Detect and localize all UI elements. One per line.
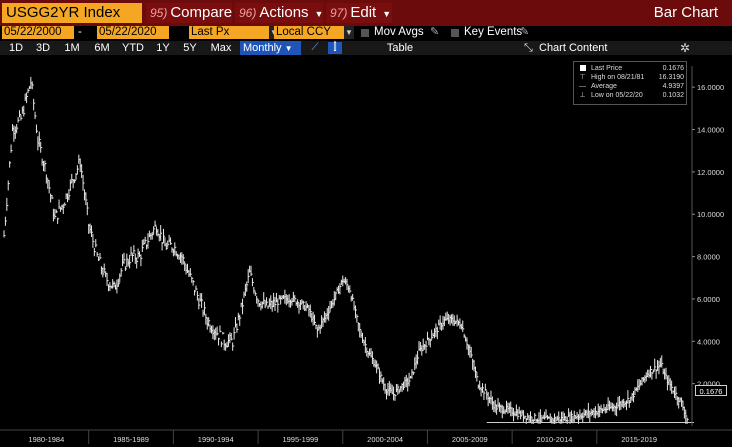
last-price-tag: 0.1676 [695, 385, 727, 396]
mov-avgs-checkbox[interactable] [361, 29, 369, 37]
legend-avg-value: 4.9397 [662, 83, 684, 90]
legend-high-label: High on 08/21/81 [591, 74, 645, 81]
x-tick-label: 2000-2004 [367, 435, 403, 444]
x-tick-label: 1985-1989 [113, 435, 149, 444]
legend-average: — Average 4.9397 [578, 82, 684, 91]
x-tick-label: 1990-1994 [198, 435, 234, 444]
legend-high-value: 16.3190 [658, 74, 684, 81]
gear-icon[interactable]: ✲ [680, 41, 691, 55]
range-3d-button[interactable]: 3D [35, 42, 51, 54]
actions-menu[interactable]: 96) Actions ▼ [235, 3, 323, 23]
range-1m-button[interactable]: 1M [64, 42, 80, 54]
range-5y-button[interactable]: 5Y [183, 42, 197, 54]
y-tick-label: 2.0000 [697, 380, 720, 389]
legend-last-price: Last Price 0.1676 [578, 64, 684, 73]
currency-dropdown-icon[interactable]: ▼ [344, 26, 354, 39]
edit-label: Edit [350, 4, 377, 21]
range-6m-button[interactable]: 6M [94, 42, 110, 54]
mov-avgs-label: Mov Avgs [374, 26, 424, 38]
legend-last-value: 0.1676 [662, 65, 684, 72]
command-bar: USGG2YR Index 95) Compare 96) Actions ▼ 97)… [0, 0, 732, 26]
legend-avg-label: Average [591, 83, 617, 90]
range-1d-button[interactable]: 1D [8, 42, 24, 54]
legend-low: ⊥ Low on 05/22/20 0.1032 [578, 91, 684, 100]
x-tick-label: 2015-2019 [621, 435, 657, 444]
y-tick-label: 8.0000 [697, 253, 720, 262]
frequency-caret-icon: ▼ [284, 44, 293, 53]
chart-type-title: Bar Chart [653, 4, 718, 21]
x-tick-label: 2010-2014 [537, 435, 573, 444]
table-button[interactable]: Table [386, 42, 414, 54]
high-marker-icon: ⊤ [579, 74, 586, 81]
x-tick-label: 1995-1999 [282, 435, 318, 444]
date-separator: - [78, 26, 82, 38]
key-events-checkbox[interactable] [451, 29, 459, 37]
chart-legend: Last Price 0.1676 ⊤ High on 08/21/81 16.… [573, 61, 687, 105]
edit-menu[interactable]: 97) Edit ▼ [326, 3, 392, 23]
legend-last-label: Last Price [591, 65, 623, 72]
start-date-input[interactable]: 05/22/2000 [2, 26, 74, 39]
settings-bar: 05/22/2000 - 05/22/2020 Last Px ▼ Local … [0, 26, 732, 40]
low-marker-icon: ⊥ [579, 92, 586, 99]
y-tick-label: 12.0000 [697, 168, 724, 177]
y-tick-label: 4.0000 [697, 337, 720, 346]
range-ytd-button[interactable]: YTD [122, 42, 144, 54]
y-tick-label: 10.0000 [697, 210, 724, 219]
y-tick-label: 6.0000 [697, 295, 720, 304]
pencil-icon[interactable]: ✎ [430, 26, 440, 38]
range-bar: 1D 3D 1M 6M YTD 1Y 5Y Max Monthly ▼ ⟋ ⫿ … [0, 41, 732, 55]
end-date-input[interactable]: 05/22/2020 [97, 26, 169, 39]
chart-content-icon[interactable]: ⤡ [524, 42, 533, 54]
key-events-label: Key Events [464, 26, 523, 38]
x-tick-label: 2005-2009 [452, 435, 488, 444]
actions-number: 96) [239, 6, 257, 20]
frequency-label: Monthly [243, 42, 282, 54]
price-field-select[interactable]: Last Px [189, 26, 269, 39]
compare-number: 95) [150, 6, 168, 20]
actions-caret-icon: ▼ [314, 9, 324, 19]
line-chart-icon[interactable]: ⟋ [311, 42, 319, 53]
average-line-icon: — [579, 83, 586, 90]
legend-high: ⊤ High on 08/21/81 16.3190 [578, 73, 684, 82]
y-tick-label: 16.0000 [697, 83, 724, 92]
actions-label: Actions [259, 4, 309, 21]
x-tick-label: 1980-1984 [28, 435, 64, 444]
pencil-icon[interactable]: ✎ [520, 26, 530, 38]
chart-content-button[interactable]: Chart Content [539, 42, 608, 54]
compare-menu[interactable]: 95) Compare [146, 3, 232, 23]
range-max-button[interactable]: Max [210, 42, 232, 54]
y-tick-label: 14.0000 [697, 126, 724, 135]
edit-caret-icon: ▼ [382, 9, 392, 19]
frequency-select[interactable]: Monthly ▼ [240, 41, 301, 55]
ticker-field[interactable]: USGG2YR Index [2, 3, 142, 23]
bar-chart-icon[interactable]: ⫿ [328, 42, 342, 54]
legend-low-value: 0.1032 [662, 92, 684, 99]
currency-select[interactable]: Local CCY [274, 26, 344, 39]
compare-label: Compare [170, 4, 233, 21]
range-1y-button[interactable]: 1Y [156, 42, 170, 54]
edit-number: 97) [330, 6, 348, 20]
last-price-swatch-icon [578, 64, 587, 74]
legend-low-label: Low on 05/22/20 [591, 92, 643, 99]
price-chart[interactable]: 16.0000 14.0000 12.0000 10.0000 8.0000 6.0000… [0, 56, 732, 447]
